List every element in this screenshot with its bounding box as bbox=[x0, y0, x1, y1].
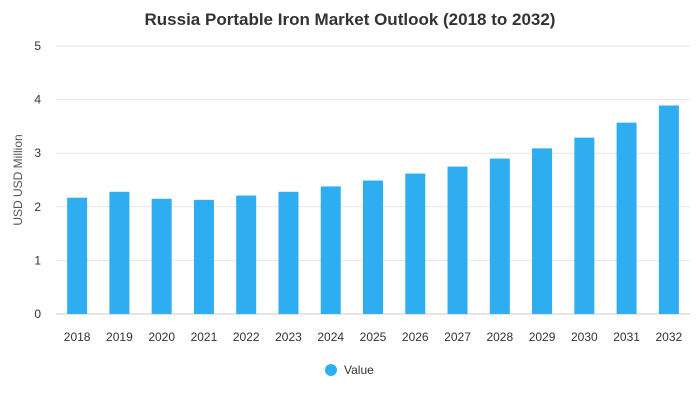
x-tick-label: 2020 bbox=[148, 330, 175, 344]
bar-2022[interactable] bbox=[236, 195, 257, 314]
y-axis-title: USD USD Million bbox=[11, 134, 25, 225]
x-tick-label: 2027 bbox=[444, 330, 471, 344]
x-tick-label: 2018 bbox=[64, 330, 91, 344]
bar-2025[interactable] bbox=[363, 180, 383, 314]
bar-2020[interactable] bbox=[151, 198, 172, 314]
bar-2027[interactable] bbox=[447, 166, 468, 314]
y-tick-label: 5 bbox=[34, 39, 41, 53]
x-tick-label: 2023 bbox=[275, 330, 302, 344]
x-tick-label: 2030 bbox=[571, 330, 598, 344]
x-tick-label: 2032 bbox=[656, 330, 683, 344]
bar-2030[interactable] bbox=[574, 137, 595, 314]
x-tick-label: 2025 bbox=[360, 330, 387, 344]
legend-label-value[interactable]: Value bbox=[344, 363, 374, 377]
legend[interactable]: Value bbox=[325, 363, 374, 377]
bars bbox=[67, 105, 679, 314]
bar-2031[interactable] bbox=[616, 122, 637, 314]
chart-title: Russia Portable Iron Market Outlook (201… bbox=[145, 10, 556, 29]
bar-2028[interactable] bbox=[489, 158, 510, 314]
x-tick-label: 2019 bbox=[106, 330, 133, 344]
bar-2023[interactable] bbox=[278, 191, 299, 314]
y-tick-label: 3 bbox=[34, 146, 41, 160]
y-tick-label: 2 bbox=[34, 200, 41, 214]
bar-2026[interactable] bbox=[405, 173, 426, 314]
bar-2029[interactable] bbox=[532, 148, 553, 314]
y-tick-label: 4 bbox=[34, 93, 41, 107]
x-tick-label: 2028 bbox=[486, 330, 513, 344]
y-tick-labels: 0 1 2 3 4 5 bbox=[34, 39, 41, 321]
x-tick-label: 2022 bbox=[233, 330, 260, 344]
x-tick-label: 2026 bbox=[402, 330, 429, 344]
bar-2032[interactable] bbox=[658, 105, 679, 314]
y-tick-label: 1 bbox=[34, 253, 41, 267]
y-tick-label: 0 bbox=[34, 307, 41, 321]
x-tick-labels: 2018 2019 2020 2021 2022 2023 2024 2025 2026 2027… bbox=[64, 330, 683, 344]
bar-2019[interactable] bbox=[109, 191, 130, 314]
x-tick-label: 2024 bbox=[317, 330, 344, 344]
bar-2024[interactable] bbox=[320, 186, 341, 314]
x-tick-label: 2021 bbox=[191, 330, 218, 344]
legend-swatch-value[interactable] bbox=[325, 364, 337, 376]
bar-2021[interactable] bbox=[193, 199, 214, 314]
bar-2018[interactable] bbox=[67, 197, 88, 314]
x-tick-label: 2031 bbox=[613, 330, 640, 344]
x-tick-label: 2029 bbox=[529, 330, 556, 344]
